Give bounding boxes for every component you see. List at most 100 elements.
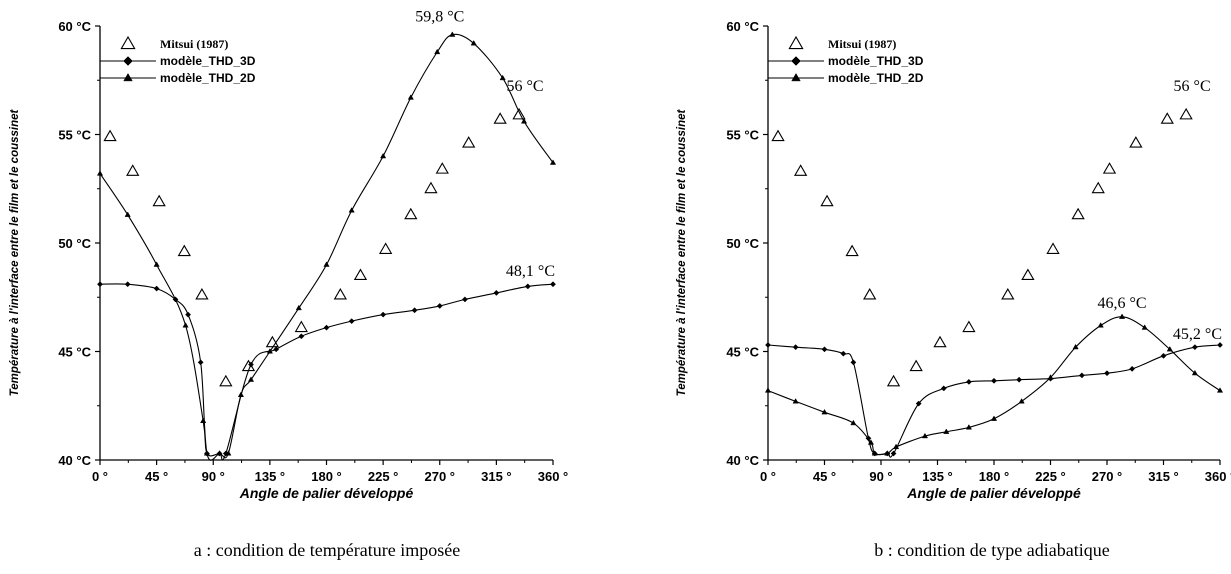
data-point [890,450,897,457]
data-point [1216,387,1224,393]
chart-panel-a: 40 °C 45 °C 50 °C 55 °C 60 °C 0 ° 45 ° 90 ° 135 … [9,8,568,560]
data-point [1179,107,1193,120]
data-point [1166,346,1173,352]
annotation-label: 45,2 °C [1173,326,1222,343]
x-tick-label: 90 ° [869,469,892,484]
data-point [353,268,368,281]
data-point [237,391,245,397]
x-tick-label: 360 ° [538,469,569,484]
data-point [1047,374,1054,380]
data-point [295,304,302,311]
data-point [962,320,976,333]
annotation-label: 59,8 °C [415,8,464,25]
legend-marker [123,56,133,66]
data-point [152,194,166,207]
data-point [380,311,387,318]
data-point [461,296,468,303]
x-tick-label: 360 ° [1205,469,1231,484]
data-point [462,136,476,148]
data-point [298,333,305,340]
y-tick-label: 60 °C [726,19,759,34]
data-point [1072,343,1079,350]
data-point [1129,136,1143,148]
data-point [195,287,209,300]
data-point [886,374,901,387]
annotation-label: 48,1 °C [506,263,555,280]
series-1 [97,281,556,461]
series-0 [103,107,526,387]
y-axis-label: Température à l'interface entre le film … [676,108,688,396]
data-point [404,207,418,220]
legend-marker [123,72,133,82]
y-axis-label: Température à l'interface entre le film … [9,108,21,396]
data-point [940,385,947,392]
data-point [845,244,859,257]
data-point [323,324,330,331]
data-point [248,361,254,368]
data-point [512,107,526,120]
data-point [771,129,785,142]
data-point [1104,370,1110,377]
data-point [793,164,808,176]
x-tick-label: 45 ° [145,469,168,484]
x-tick-label: 225 ° [1035,469,1066,484]
y-tick-label: 40 °C [726,453,759,468]
legend-label: modèle_THD_2D [160,71,256,85]
data-point [197,359,204,366]
data-point [126,164,140,176]
y-tick-label: 40 °C [58,453,91,468]
annotations: 46,6 °C 56 °C 45,2 °C [1098,78,1222,343]
y-tick-label: 45 °C [58,345,91,360]
data-point [424,181,438,194]
data-point [124,211,131,217]
data-point [348,207,355,213]
data-point [219,374,233,387]
y-tick-label: 45 °C [726,345,759,360]
data-point [216,450,223,456]
legend-marker [791,72,801,82]
x-tick-label: 135 ° [255,469,286,484]
data-point [185,311,192,318]
data-point [933,335,947,348]
data-point [348,318,355,325]
data-point [1097,322,1104,328]
data-point [435,162,449,174]
data-point [850,419,857,426]
data-point [294,320,308,333]
data-point [1191,344,1198,351]
legend-label: Mitsui (1987) [828,37,896,51]
data-point [792,398,799,404]
data-point [407,94,414,100]
data-point [884,450,891,456]
data-point [153,285,160,292]
x-axis-label: Angle de palier développé [239,485,414,501]
data-point [792,344,799,351]
data-point [470,40,477,46]
x-tick-label: 315 ° [481,469,512,484]
data-point [764,387,772,393]
data-point [225,450,232,456]
data-point [1016,376,1023,383]
x-tick-label: 180 ° [311,469,342,484]
data-point [990,415,998,421]
series-2 [96,31,557,459]
annotations: 59,8 °C 56 °C 48,1 °C [415,8,555,280]
x-tick-label: 90 ° [202,469,225,484]
annotation-label: 56 °C [506,78,543,95]
data-point [840,350,847,357]
legend-label: modèle_THD_2D [828,71,924,85]
legend-marker [788,35,804,50]
data-point [333,287,347,300]
data-point [520,118,528,124]
data-point [449,31,456,37]
data-point [1118,313,1126,319]
x-tick-label: 0 ° [760,469,776,484]
y-tick-label: 50 °C [58,236,91,251]
data-point [965,378,972,385]
data-point [821,408,828,415]
data-point [1021,268,1035,281]
data-point [820,194,834,207]
data-point [550,281,556,288]
data-point [1071,207,1085,220]
data-point [124,281,131,288]
